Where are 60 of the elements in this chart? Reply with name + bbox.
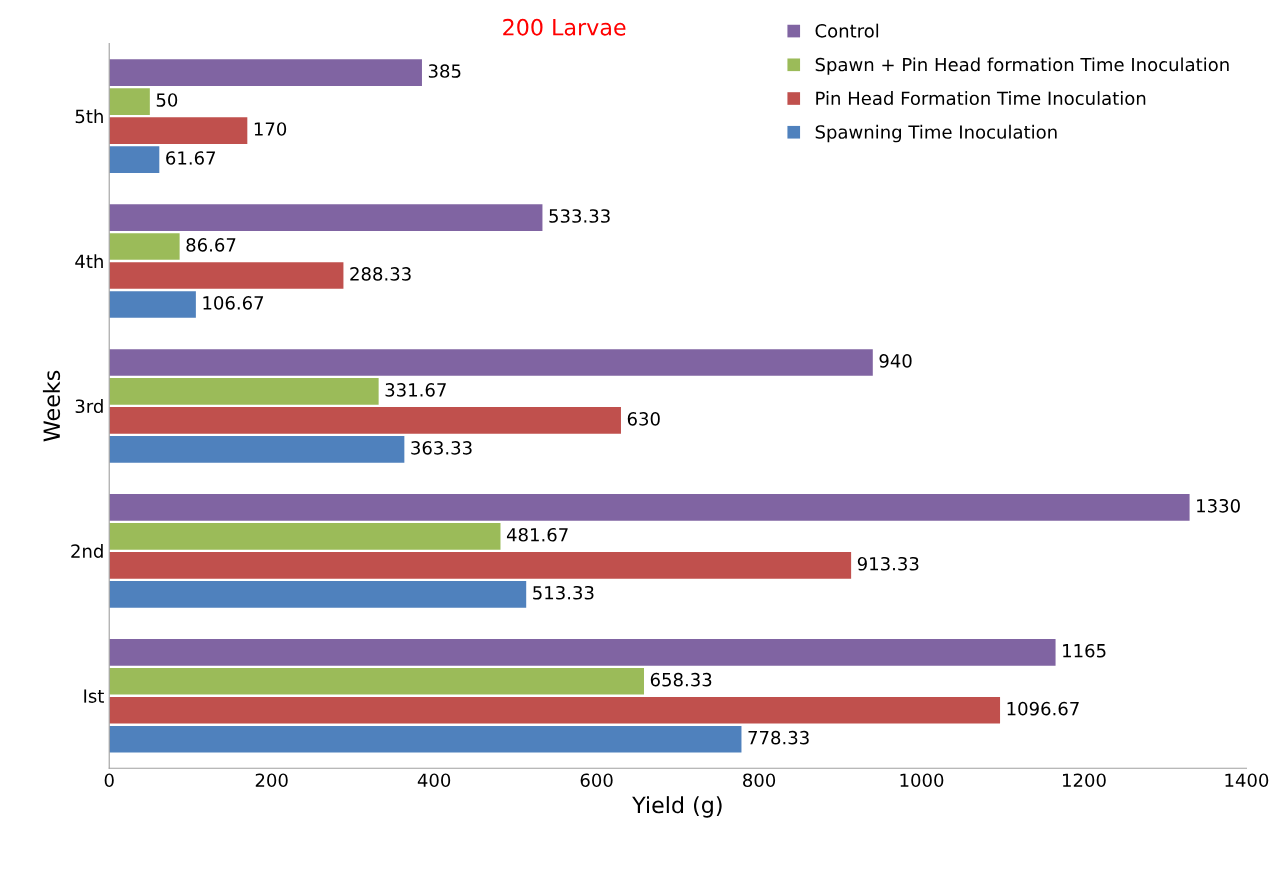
data-label: 630 — [627, 412, 660, 426]
data-label: 61.67 — [166, 151, 216, 165]
data-label: 533.33 — [549, 209, 610, 223]
bar — [109, 204, 543, 231]
legend-label: Control — [815, 23, 879, 38]
bar — [109, 581, 527, 608]
data-label: 940 — [879, 354, 912, 368]
data-label: 86.67 — [186, 238, 236, 252]
legend-label: Pin Head Formation Time Inoculation — [816, 91, 1146, 106]
data-label: 1330 — [1197, 498, 1240, 513]
data-label: 170 — [254, 122, 287, 136]
data-label: 385 — [428, 64, 461, 78]
x-tick-label: 0 — [104, 773, 114, 788]
bar — [109, 667, 644, 695]
x-tick-label: 800 — [743, 773, 776, 788]
bar — [109, 523, 501, 550]
data-label: 481.67 — [506, 527, 568, 542]
data-label: 331.67 — [385, 383, 446, 397]
bar — [109, 552, 852, 579]
data-label: 913.33 — [857, 556, 919, 571]
x-tick-label: 600 — [580, 773, 613, 788]
y-tick-label: 3rd — [75, 399, 103, 414]
data-label: 288.33 — [350, 267, 411, 281]
x-tick-label: 1400 — [1225, 773, 1269, 788]
bar — [109, 696, 1001, 724]
y-axis-title: Weeks — [42, 370, 61, 442]
y-tick-label: 4th — [75, 254, 103, 268]
bar — [109, 407, 621, 434]
bar — [109, 349, 873, 376]
bar — [109, 725, 742, 753]
data-label: 1165 — [1063, 643, 1106, 658]
legend-label: Spawning Time Inoculation — [815, 124, 1057, 143]
x-tick-label: 1200 — [1063, 773, 1106, 788]
x-tick-label: 200 — [255, 773, 288, 788]
x-tick-label: 1000 — [900, 773, 944, 788]
data-label: 778.33 — [748, 730, 809, 745]
bar — [109, 436, 405, 463]
bar — [109, 291, 196, 318]
bar — [109, 59, 422, 86]
data-label: 106.67 — [203, 296, 264, 310]
chart-title: 200 Larvae — [503, 18, 626, 36]
y-tick-label: Ist — [84, 689, 104, 703]
data-label: 658.33 — [650, 672, 712, 687]
legend-label: Spawn + Pin Head formation Time Inoculation — [815, 57, 1229, 75]
x-axis-title: Yield (g) — [632, 796, 722, 818]
bar — [109, 117, 248, 144]
bar — [109, 146, 160, 173]
bar — [109, 638, 1056, 666]
data-label: 50 — [156, 93, 178, 107]
bar — [109, 494, 1190, 521]
data-label: 363.33 — [411, 441, 472, 455]
data-label: 513.33 — [533, 585, 594, 600]
x-tick-label: 400 — [417, 773, 451, 788]
bar — [109, 262, 344, 289]
data-label: 1096.67 — [1007, 701, 1079, 716]
y-tick-label: 2nd — [71, 544, 103, 558]
bar — [109, 233, 180, 260]
bar — [109, 378, 379, 405]
bar — [109, 88, 150, 115]
y-tick-label: 5th — [75, 109, 103, 124]
